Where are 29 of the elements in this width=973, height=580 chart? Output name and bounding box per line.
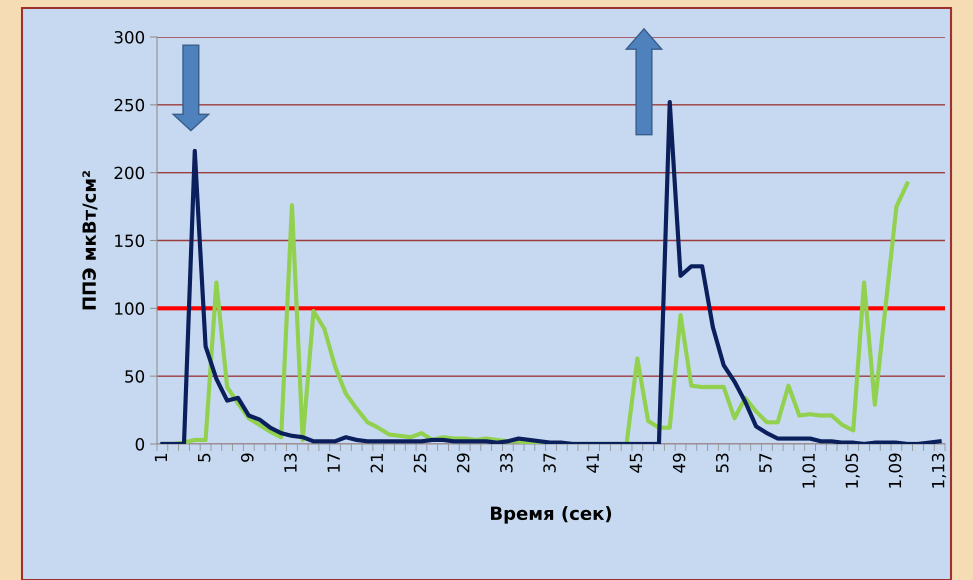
y-tick-label: 200 xyxy=(114,166,144,180)
x-tick-label: 41 xyxy=(586,454,599,473)
x-tick-label: 1,05 xyxy=(845,454,860,488)
y-tick-label: 250 xyxy=(114,98,144,112)
y-tick-label: 0 xyxy=(136,438,144,451)
x-tick-label: 13 xyxy=(284,454,297,472)
x-tick-label: 45 xyxy=(630,454,642,473)
x-tick-label: 25 xyxy=(414,454,426,472)
x-tick-label: 17 xyxy=(328,454,340,472)
x-tick-label: 1 xyxy=(154,454,167,462)
x-tick-label: 33 xyxy=(500,454,513,472)
y-axis-title: ППЭ мкВт/см² xyxy=(82,171,98,310)
x-tick-label: 37 xyxy=(543,454,556,472)
x-tick-label: 1,01 xyxy=(802,454,817,488)
x-tick-label: 5 xyxy=(198,454,210,462)
y-tick-label: 300 xyxy=(114,30,144,44)
x-tick-label: 49 xyxy=(672,454,686,473)
x-tick-label: 1,13 xyxy=(932,454,946,488)
y-tick-label: 100 xyxy=(115,302,144,315)
line-series xyxy=(160,100,942,444)
x-tick-label: 21 xyxy=(370,454,383,472)
x-tick-label: 1,09 xyxy=(888,454,903,488)
x-axis-title: Время (сек) xyxy=(491,506,612,524)
x-tick-label: 29 xyxy=(456,454,470,472)
y-tick-label: 50 xyxy=(125,370,144,383)
x-tick-label: 53 xyxy=(716,454,729,472)
x-tick-label: 9 xyxy=(240,454,254,462)
y-tick-label: 150 xyxy=(115,234,144,248)
x-tick-label: 57 xyxy=(759,454,772,472)
